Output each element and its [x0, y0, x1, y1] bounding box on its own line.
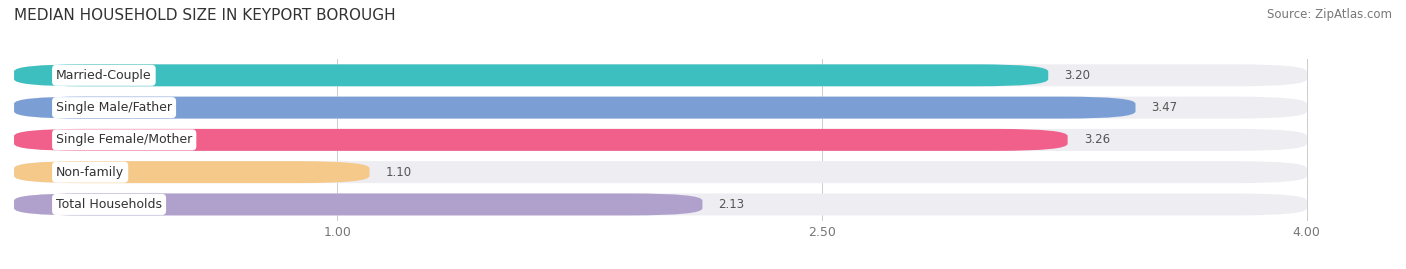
Text: Total Households: Total Households: [56, 198, 162, 211]
Text: 3.20: 3.20: [1064, 69, 1091, 82]
Text: Single Male/Father: Single Male/Father: [56, 101, 172, 114]
Text: 3.26: 3.26: [1084, 133, 1109, 146]
FancyBboxPatch shape: [14, 161, 370, 183]
Text: 1.10: 1.10: [385, 166, 412, 179]
Text: Source: ZipAtlas.com: Source: ZipAtlas.com: [1267, 8, 1392, 21]
FancyBboxPatch shape: [14, 97, 1306, 119]
FancyBboxPatch shape: [14, 97, 1136, 119]
FancyBboxPatch shape: [14, 161, 1306, 183]
FancyBboxPatch shape: [14, 193, 703, 215]
Text: Single Female/Mother: Single Female/Mother: [56, 133, 193, 146]
Text: 2.13: 2.13: [718, 198, 745, 211]
Text: 3.47: 3.47: [1152, 101, 1178, 114]
FancyBboxPatch shape: [14, 64, 1049, 86]
FancyBboxPatch shape: [14, 64, 1306, 86]
Text: Non-family: Non-family: [56, 166, 124, 179]
FancyBboxPatch shape: [14, 193, 1306, 215]
Text: MEDIAN HOUSEHOLD SIZE IN KEYPORT BOROUGH: MEDIAN HOUSEHOLD SIZE IN KEYPORT BOROUGH: [14, 8, 395, 23]
FancyBboxPatch shape: [14, 129, 1067, 151]
FancyBboxPatch shape: [14, 129, 1306, 151]
Text: Married-Couple: Married-Couple: [56, 69, 152, 82]
